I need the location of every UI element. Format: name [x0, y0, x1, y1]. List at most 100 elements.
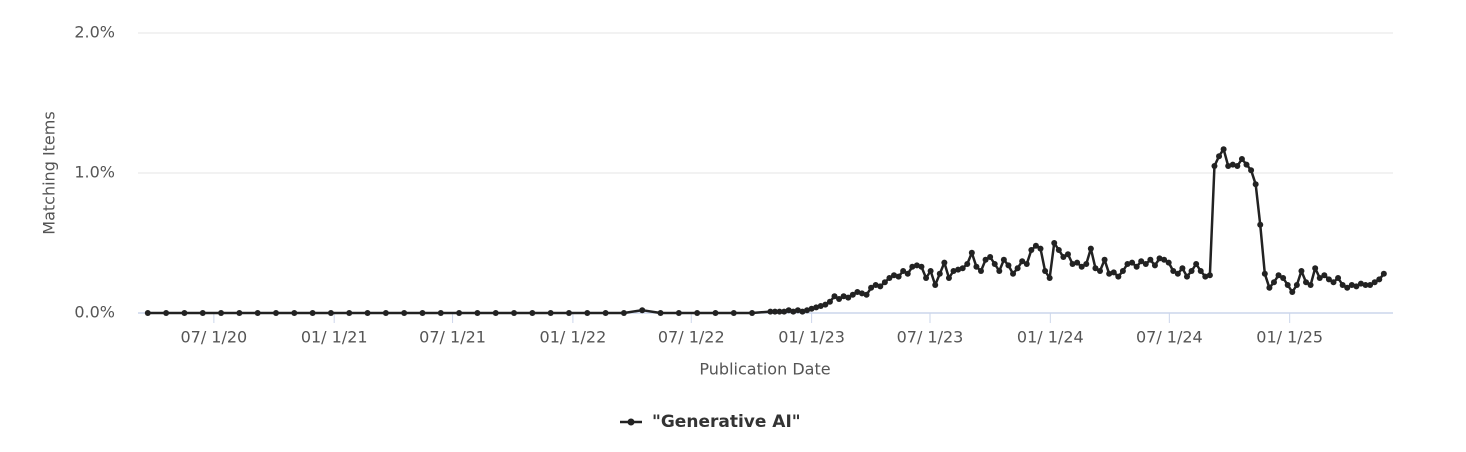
- data-point: [817, 303, 824, 309]
- data-point: [1275, 272, 1282, 279]
- data-point: [1083, 261, 1090, 267]
- data-point: [836, 296, 843, 302]
- data-point: [346, 310, 353, 316]
- data-point: [1280, 275, 1287, 281]
- data-point: [1156, 255, 1163, 262]
- data-point: [309, 310, 316, 316]
- data-point: [1110, 269, 1117, 276]
- data-point: [657, 310, 664, 316]
- data-point: [1348, 282, 1355, 288]
- data-point: [712, 310, 719, 316]
- data-point: [437, 310, 444, 316]
- data-point: [826, 298, 833, 305]
- data-point: [904, 270, 911, 277]
- data-point: [785, 307, 792, 314]
- data-point: [858, 290, 865, 297]
- data-point: [730, 310, 737, 316]
- data-point: [1211, 163, 1218, 169]
- data-point: [1380, 270, 1387, 277]
- data-point: [1234, 163, 1241, 169]
- data-point: [1325, 276, 1332, 283]
- data-point: [1335, 275, 1342, 281]
- data-point: [1220, 146, 1227, 153]
- data-point: [1266, 284, 1273, 291]
- data-point: [918, 263, 925, 270]
- data-point: [1000, 256, 1007, 263]
- data-point: [950, 268, 957, 274]
- data-point: [1101, 256, 1108, 263]
- data-point: [511, 310, 518, 316]
- data-point: [639, 307, 646, 314]
- data-point: [1371, 279, 1378, 286]
- x-axis-title: Publication Date: [699, 360, 830, 379]
- data-point: [891, 272, 898, 279]
- data-point: [831, 293, 838, 300]
- data-point: [996, 268, 1003, 274]
- data-point: [1344, 284, 1351, 291]
- data-point: [199, 310, 206, 316]
- data-point: [602, 310, 609, 316]
- data-point: [927, 268, 934, 274]
- data-point: [968, 249, 975, 256]
- data-point: [401, 310, 408, 316]
- data-point: [822, 301, 829, 308]
- data-point: [529, 310, 536, 316]
- data-point: [840, 293, 847, 300]
- legend-label[interactable]: "Generative AI": [652, 412, 801, 432]
- data-point: [1174, 270, 1181, 277]
- data-point: [1078, 263, 1085, 270]
- data-point: [1202, 273, 1209, 280]
- data-point: [964, 261, 971, 267]
- x-tick-label: 07/ 1/22: [658, 328, 725, 347]
- data-point: [1014, 265, 1021, 272]
- data-point: [1106, 270, 1113, 277]
- data-point: [977, 268, 984, 274]
- data-point: [1303, 279, 1310, 286]
- data-point: [181, 310, 188, 316]
- data-point: [1142, 261, 1149, 267]
- data-point: [1170, 268, 1177, 274]
- data-point: [1087, 245, 1094, 252]
- data-point: [794, 307, 801, 314]
- data-point: [1270, 279, 1277, 286]
- data-point: [1243, 161, 1250, 168]
- data-point: [987, 254, 994, 260]
- data-point: [1293, 282, 1300, 288]
- x-tick-label: 07/ 1/23: [897, 328, 964, 347]
- data-point: [749, 310, 756, 316]
- legend-symbol-marker[interactable]: [627, 418, 635, 426]
- data-point: [863, 291, 870, 298]
- data-point: [1023, 261, 1030, 267]
- data-point: [474, 310, 481, 316]
- x-tick-label: 01/ 1/25: [1256, 328, 1323, 347]
- data-point: [620, 310, 627, 316]
- data-point: [236, 310, 243, 316]
- data-point: [1032, 242, 1039, 249]
- data-point: [1183, 273, 1190, 280]
- data-point: [1060, 254, 1067, 260]
- data-point: [1339, 282, 1346, 288]
- data-point: [1330, 279, 1337, 286]
- x-tick-label: 01/ 1/24: [1017, 328, 1084, 347]
- x-tick-label: 01/ 1/21: [301, 328, 368, 347]
- data-point: [1010, 270, 1017, 277]
- x-tick-label: 07/ 1/21: [419, 328, 486, 347]
- data-point: [923, 275, 930, 281]
- data-point: [1238, 156, 1245, 162]
- data-point: [1005, 262, 1012, 269]
- x-tick-label: 01/ 1/23: [778, 328, 845, 347]
- data-point: [982, 256, 989, 263]
- data-point: [272, 310, 279, 316]
- data-point: [877, 283, 884, 290]
- data-point: [1133, 263, 1140, 270]
- data-point: [1362, 282, 1369, 288]
- data-point: [900, 268, 907, 274]
- data-point: [1119, 268, 1126, 274]
- x-tick-label: 01/ 1/22: [540, 328, 607, 347]
- data-point: [1284, 282, 1291, 288]
- data-point: [854, 289, 861, 295]
- data-point: [991, 261, 998, 267]
- data-point: [913, 262, 920, 269]
- data-point: [1097, 268, 1104, 274]
- data-point: [1037, 245, 1044, 252]
